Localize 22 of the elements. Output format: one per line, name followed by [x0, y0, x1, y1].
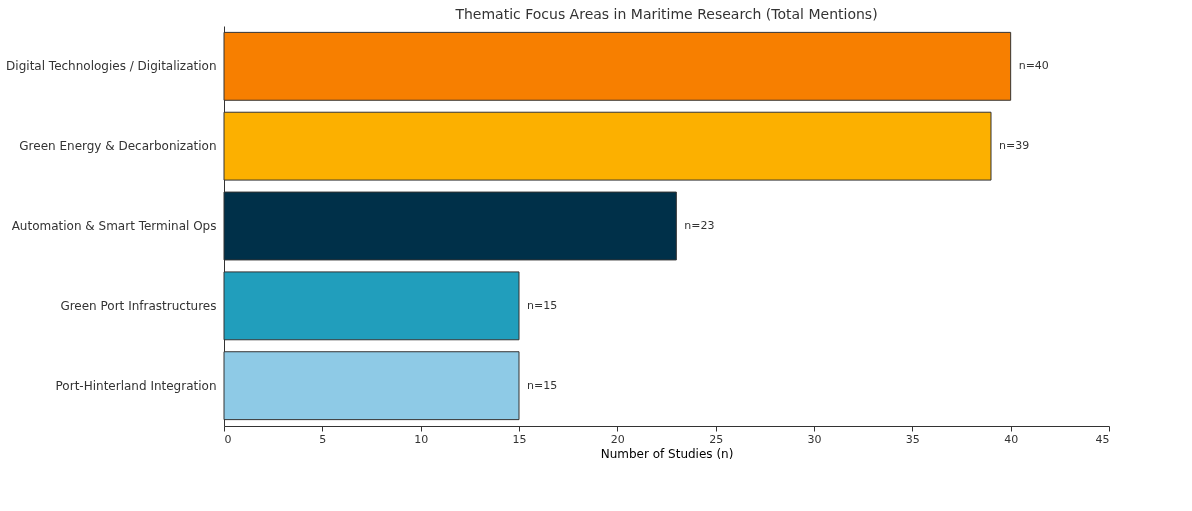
- x-tick-label: 35: [905, 432, 920, 446]
- x-tick-label: 0: [224, 432, 232, 446]
- data-label: n=40: [1018, 59, 1049, 73]
- y-tick-label: Automation & Smart Terminal Ops: [11, 219, 217, 233]
- x-tick-label: 15: [512, 432, 527, 446]
- data-label: n=15: [527, 298, 558, 312]
- data-label: n=15: [527, 378, 558, 392]
- data-label: n=39: [999, 139, 1030, 153]
- x-tick-label: 10: [414, 432, 429, 446]
- x-tick-label: 20: [610, 432, 625, 446]
- x-tick-label: 40: [1004, 432, 1019, 446]
- x-tick-label: 25: [709, 432, 724, 446]
- x-axis-title: Number of Studies (n): [600, 446, 734, 461]
- y-tick-label: Port-Hinterland Integration: [55, 378, 217, 393]
- x-tick-label: 5: [319, 432, 327, 446]
- y-tick-label: Digital Technologies / Digitalization: [6, 59, 217, 74]
- x-tick-label: 30: [807, 432, 822, 446]
- y-tick-label: Green Port Infrastructures: [60, 298, 217, 313]
- chart-title: Thematic Focus Areas in Maritime Research (Total Mentions): [454, 6, 878, 22]
- data-label: n=23: [684, 219, 715, 232]
- y-tick-label: Green Energy & Decarbonization: [19, 139, 217, 154]
- x-tick-label: 45: [1095, 432, 1110, 446]
